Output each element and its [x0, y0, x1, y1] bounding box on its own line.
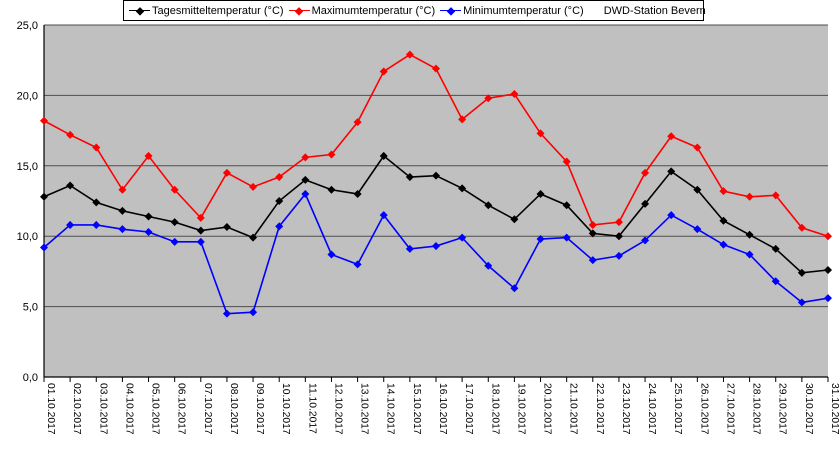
svg-text:18.10.2017: 18.10.2017	[489, 383, 500, 435]
svg-text:31.10.2017: 31.10.2017	[829, 383, 839, 435]
svg-text:10.10.2017: 10.10.2017	[280, 383, 291, 435]
svg-text:24.10.2017: 24.10.2017	[646, 383, 657, 435]
svg-text:17.10.2017: 17.10.2017	[463, 383, 474, 435]
svg-text:20,0: 20,0	[17, 90, 38, 102]
svg-text:02.10.2017: 02.10.2017	[71, 383, 82, 435]
svg-text:15,0: 15,0	[17, 161, 38, 173]
svg-text:19.10.2017: 19.10.2017	[515, 383, 526, 435]
svg-text:01.10.2017: 01.10.2017	[45, 383, 56, 435]
svg-text:27.10.2017: 27.10.2017	[724, 383, 735, 435]
svg-text:10,0: 10,0	[17, 231, 38, 243]
svg-text:07.10.2017: 07.10.2017	[202, 383, 213, 435]
svg-text:05.10.2017: 05.10.2017	[150, 383, 161, 435]
svg-text:22.10.2017: 22.10.2017	[594, 383, 605, 435]
svg-text:25.10.2017: 25.10.2017	[672, 383, 683, 435]
svg-text:20.10.2017: 20.10.2017	[542, 383, 553, 435]
svg-text:29.10.2017: 29.10.2017	[777, 383, 788, 435]
svg-text:25,0: 25,0	[17, 20, 38, 32]
svg-text:5,0: 5,0	[23, 302, 38, 314]
svg-text:13.10.2017: 13.10.2017	[359, 383, 370, 435]
svg-text:28.10.2017: 28.10.2017	[751, 383, 762, 435]
svg-text:26.10.2017: 26.10.2017	[698, 383, 709, 435]
svg-text:16.10.2017: 16.10.2017	[437, 383, 448, 435]
svg-text:0,0: 0,0	[23, 372, 38, 384]
svg-text:06.10.2017: 06.10.2017	[176, 383, 187, 435]
svg-text:21.10.2017: 21.10.2017	[568, 383, 579, 435]
svg-text:03.10.2017: 03.10.2017	[97, 383, 108, 435]
svg-text:15.10.2017: 15.10.2017	[411, 383, 422, 435]
svg-text:30.10.2017: 30.10.2017	[803, 383, 814, 435]
svg-text:09.10.2017: 09.10.2017	[254, 383, 265, 435]
svg-text:11.10.2017: 11.10.2017	[306, 383, 317, 434]
svg-text:04.10.2017: 04.10.2017	[123, 383, 134, 435]
svg-text:08.10.2017: 08.10.2017	[228, 383, 239, 435]
svg-text:23.10.2017: 23.10.2017	[620, 383, 631, 435]
svg-text:14.10.2017: 14.10.2017	[385, 383, 396, 435]
svg-text:12.10.2017: 12.10.2017	[332, 383, 343, 435]
